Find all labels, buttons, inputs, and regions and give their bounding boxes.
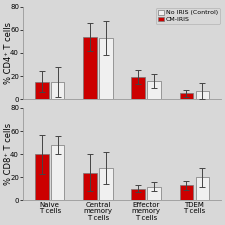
Bar xyxy=(147,81,161,99)
Bar xyxy=(180,93,193,99)
Bar xyxy=(196,91,209,99)
Bar xyxy=(35,82,49,99)
Legend: No IRIS (Control), CM-IRIS: No IRIS (Control), CM-IRIS xyxy=(156,8,220,24)
Bar xyxy=(131,189,145,200)
Y-axis label: % CD8⁺ T cells: % CD8⁺ T cells xyxy=(4,123,13,185)
Bar xyxy=(99,38,113,99)
Bar xyxy=(35,154,49,200)
Bar xyxy=(196,177,209,200)
Bar xyxy=(99,168,113,200)
Bar xyxy=(180,185,193,200)
Y-axis label: % CD4⁺ T cells: % CD4⁺ T cells xyxy=(4,22,13,84)
Bar xyxy=(51,145,64,200)
Bar xyxy=(83,37,97,99)
Bar xyxy=(51,82,64,99)
Bar xyxy=(131,77,145,99)
Bar xyxy=(83,173,97,200)
Bar xyxy=(147,187,161,200)
